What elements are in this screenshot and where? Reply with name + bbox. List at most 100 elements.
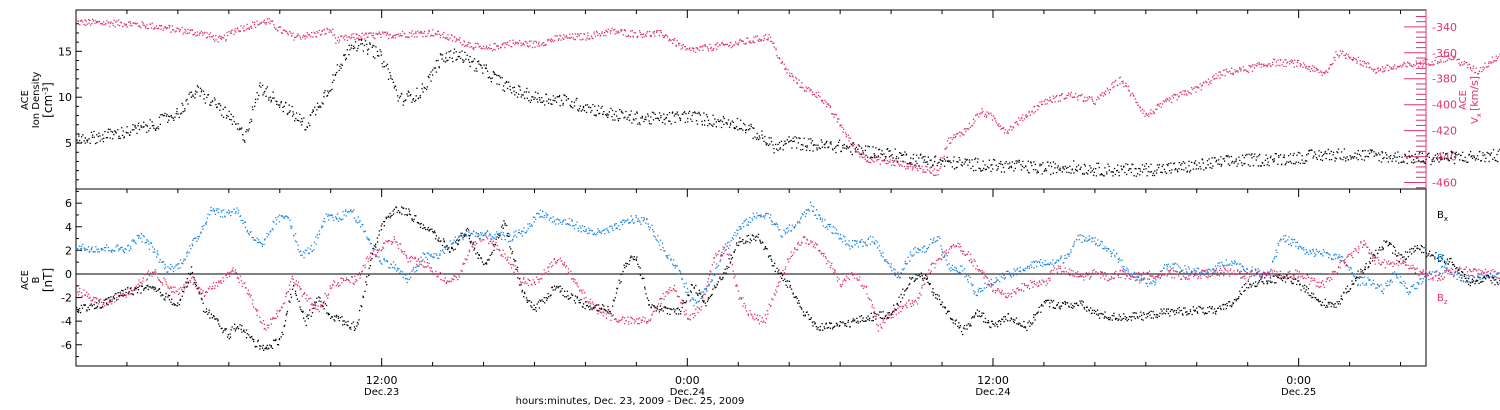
vx-point (549, 39, 552, 41)
vx-point (829, 106, 831, 109)
ion-density-point (382, 66, 384, 68)
vx-point (249, 26, 251, 28)
by-point (1442, 272, 1444, 275)
by-point (1425, 277, 1427, 279)
ion-density-point (326, 94, 329, 97)
by-point (1305, 249, 1307, 251)
ion-density-point (1454, 156, 1456, 158)
vx-point (281, 32, 283, 34)
ion-density-point (922, 156, 924, 158)
vx-point (694, 51, 697, 53)
ion-density-point (1451, 151, 1453, 154)
ion-density-point (983, 167, 985, 170)
by-point (685, 282, 687, 284)
bz-point (89, 296, 91, 299)
by-point (1395, 274, 1397, 276)
ion-density-point (708, 123, 710, 125)
by-point (1333, 254, 1335, 257)
by-point (552, 216, 554, 218)
by-point (918, 249, 921, 251)
vx-point (562, 37, 564, 39)
ion-density-point (118, 137, 120, 139)
vx-point (1186, 94, 1188, 96)
ion-density-point (1452, 151, 1454, 153)
ion-density-point (1052, 161, 1055, 163)
by-point (623, 219, 625, 221)
vx-point (449, 37, 451, 39)
ion-density-point (1059, 167, 1061, 169)
vx-point (348, 36, 350, 38)
by-point (511, 240, 513, 242)
ion-density-point (821, 146, 823, 148)
by-point (1207, 271, 1209, 274)
ion-density-point (626, 118, 628, 120)
vx-point (579, 39, 581, 41)
vx-point (514, 41, 516, 43)
ion-density-point (1002, 166, 1005, 169)
ion-density-point (598, 113, 600, 115)
vx-point (796, 83, 798, 85)
ion-density-point (712, 114, 714, 116)
vx-point (479, 45, 481, 47)
vx-point (144, 26, 147, 28)
by-point (498, 232, 500, 235)
ion-density-point (309, 124, 311, 127)
ion-density-point (491, 77, 493, 79)
ion-density-point (721, 121, 723, 123)
by-point (268, 233, 270, 236)
ion-density-point (528, 100, 530, 102)
by-point (1217, 262, 1219, 264)
ion-density-point (564, 94, 566, 97)
vx-point (1320, 71, 1322, 73)
by-point (1337, 256, 1340, 258)
ion-density-point (664, 123, 666, 125)
by-point (398, 267, 400, 270)
vx-point (1122, 80, 1124, 82)
vx-point (461, 44, 463, 46)
by-point (1108, 248, 1110, 250)
by-point (1213, 272, 1215, 274)
vx-point (399, 33, 401, 35)
ion-density-point (1056, 167, 1059, 169)
by-point (884, 259, 886, 261)
vx-point (456, 39, 458, 41)
ion-density-point (115, 131, 117, 133)
vx-point (617, 30, 619, 32)
by-point (1181, 269, 1183, 272)
ion-density-point (1489, 154, 1491, 156)
ion-density-point (991, 164, 993, 166)
by-point (1242, 266, 1244, 268)
vx-point (1039, 101, 1041, 103)
by-point (1345, 265, 1347, 267)
by-point (425, 256, 427, 258)
ion-density-point (975, 169, 977, 172)
ion-density-point (503, 90, 506, 92)
ion-density-point (1194, 162, 1196, 165)
by-point (266, 236, 268, 238)
by-point (264, 238, 266, 240)
by-point (1303, 247, 1305, 249)
by-point (240, 219, 242, 222)
by-point (111, 249, 113, 251)
ion-density-point (98, 132, 100, 134)
ion-density-point (835, 151, 837, 154)
by-point (156, 250, 159, 252)
ion-density-point (1036, 170, 1039, 172)
vx-point (962, 134, 964, 136)
ion-density-point (190, 91, 193, 93)
vx-point (1384, 70, 1386, 72)
vx-point (604, 32, 606, 34)
vx-point (166, 27, 168, 29)
ion-density-point (1201, 158, 1203, 160)
by-point (170, 268, 172, 270)
by-point (878, 245, 880, 247)
vx-point (1399, 64, 1401, 67)
ion-density-point (312, 109, 314, 111)
vx-point (526, 42, 528, 44)
ion-density-point (1192, 168, 1194, 170)
by-point (1206, 272, 1208, 274)
by-point (1097, 245, 1099, 247)
ion-density-point (943, 158, 946, 160)
by-point (679, 270, 681, 272)
vx-point (318, 29, 320, 32)
